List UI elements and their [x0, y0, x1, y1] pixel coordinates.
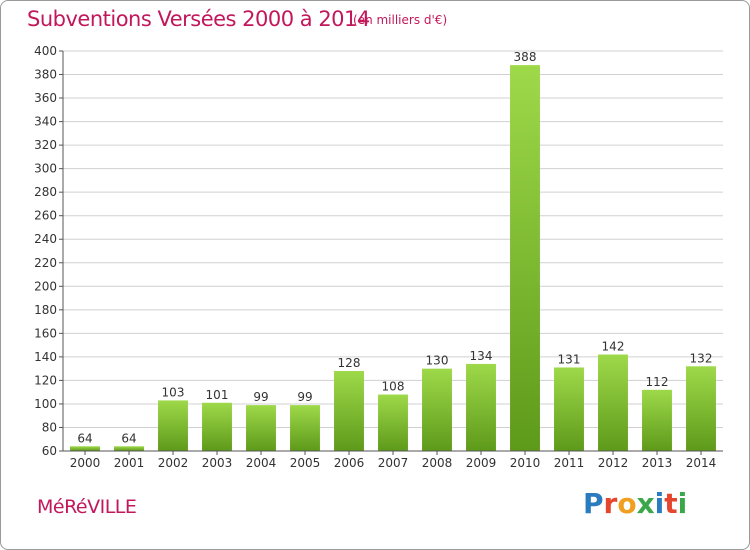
data-label: 99 — [297, 390, 312, 404]
logo-letter: i — [654, 487, 665, 520]
y-tick-label: 60 — [42, 444, 57, 458]
x-tick-label: 2000 — [70, 456, 101, 470]
logo-letter: r — [603, 487, 618, 520]
data-label: 134 — [470, 349, 493, 363]
bar-2008 — [422, 368, 452, 451]
labels: 60 80 100 120 140 160 180 200 220 240 260 280 300 320… — [34, 44, 716, 470]
x-tick-label: 2005 — [290, 456, 321, 470]
x-tick-label: 2014 — [686, 456, 717, 470]
y-tick-label: 340 — [34, 115, 57, 129]
x-tick-label: 2010 — [510, 456, 541, 470]
x-tick-label: 2009 — [466, 456, 497, 470]
bar-2010 — [510, 65, 540, 451]
y-tick-label: 300 — [34, 162, 57, 176]
x-tick-label: 2008 — [422, 456, 453, 470]
proxiti-logo: Proxiti — [583, 487, 687, 520]
bar-2007 — [378, 394, 408, 451]
y-tick-label: 240 — [34, 232, 57, 246]
y-tick-label: 320 — [34, 138, 57, 152]
data-label: 108 — [382, 380, 405, 394]
y-tick-label: 360 — [34, 91, 57, 105]
data-label: 64 — [121, 431, 136, 445]
commune-name: MéRéVILLE — [37, 496, 137, 518]
x-tick-label: 2007 — [378, 456, 409, 470]
data-label: 64 — [77, 431, 92, 445]
data-label: 142 — [602, 340, 625, 354]
bar-2011 — [554, 367, 584, 451]
bar-2012 — [598, 354, 628, 451]
y-tick-label: 220 — [34, 256, 57, 270]
y-tick-label: 280 — [34, 185, 57, 199]
data-label: 99 — [253, 390, 268, 404]
data-label: 112 — [646, 375, 669, 389]
logo-letter: P — [583, 487, 604, 520]
y-tick-label: 260 — [34, 209, 57, 223]
logo-letter: t — [664, 487, 678, 520]
bar-2001 — [114, 446, 144, 451]
y-tick-label: 160 — [34, 326, 57, 340]
data-label: 130 — [426, 354, 449, 368]
data-label: 131 — [558, 352, 581, 366]
x-tick-label: 2006 — [334, 456, 365, 470]
x-tick-label: 2003 — [202, 456, 233, 470]
y-tick-label: 180 — [34, 303, 57, 317]
bar-2002 — [158, 400, 188, 451]
bar-2014 — [686, 366, 716, 451]
bar-2005 — [290, 405, 320, 451]
data-label: 103 — [162, 385, 185, 399]
x-tick-label: 2011 — [554, 456, 585, 470]
x-tick-label: 2002 — [158, 456, 189, 470]
x-tick-label: 2013 — [642, 456, 673, 470]
axes — [59, 50, 723, 455]
y-tick-label: 200 — [34, 279, 57, 293]
y-tick-label: 140 — [34, 350, 57, 364]
bar-2006 — [334, 371, 364, 451]
bar-2004 — [246, 405, 276, 451]
data-label: 128 — [338, 356, 361, 370]
y-tick-label: 380 — [34, 68, 57, 82]
data-label: 132 — [690, 351, 713, 365]
logo-letter: o — [617, 487, 637, 520]
x-tick-label: 2001 — [114, 456, 145, 470]
x-tick-label: 2012 — [598, 456, 629, 470]
bar-2009 — [466, 363, 496, 451]
y-tick-label: 80 — [42, 420, 57, 434]
y-tick-label: 400 — [34, 44, 57, 58]
y-tick-label: 100 — [34, 397, 57, 411]
logo-letter: i — [677, 487, 688, 520]
x-tick-label: 2004 — [246, 456, 277, 470]
y-tick-label: 120 — [34, 373, 57, 387]
logo-letter: x — [636, 487, 655, 520]
bar-2000 — [70, 446, 100, 451]
data-label: 388 — [514, 50, 537, 64]
bar-2003 — [202, 402, 232, 451]
chart-unit: (en milliers d'€) — [353, 13, 448, 27]
bar-2013 — [642, 389, 672, 451]
chart-title: Subventions Versées 2000 à 2014 — [27, 7, 370, 31]
bars — [70, 65, 716, 451]
data-label: 101 — [206, 388, 229, 402]
